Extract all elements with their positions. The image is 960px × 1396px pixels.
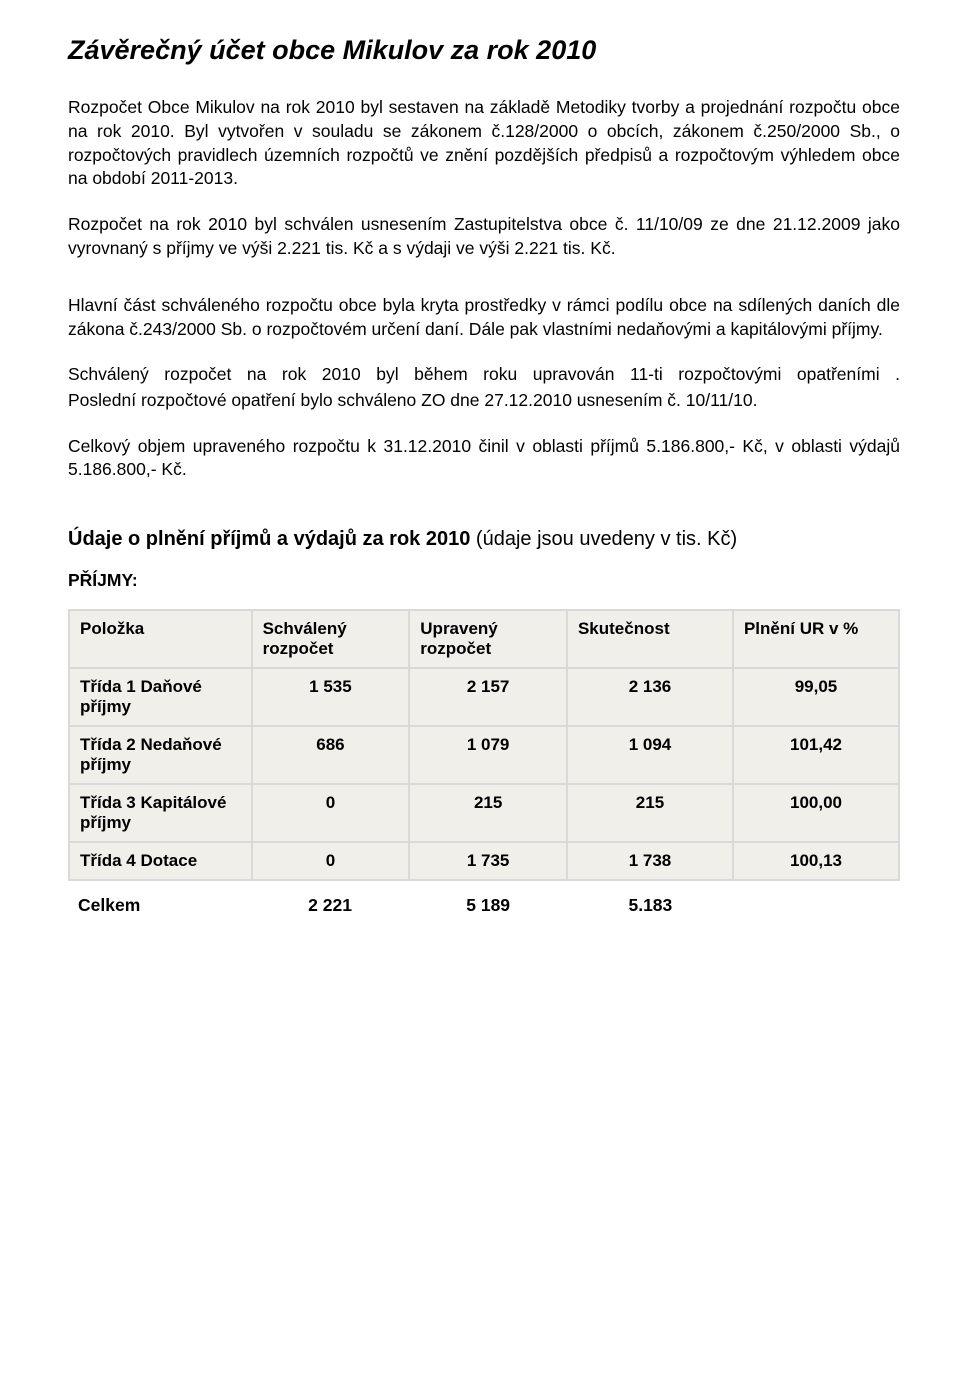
row-value: 2 157: [409, 668, 567, 726]
row-value: 0: [252, 784, 410, 842]
row-value: 1 079: [409, 726, 567, 784]
row-value: 99,05: [733, 668, 899, 726]
table-row: Třída 1 Daňové příjmy 1 535 2 157 2 136 …: [69, 668, 899, 726]
row-label: Třída 1 Daňové příjmy: [69, 668, 252, 726]
section-heading-bold: Údaje o plnění příjmů a výdajů za rok 20…: [68, 528, 470, 550]
row-value: 2 136: [567, 668, 733, 726]
total-row: Celkem 2 221 5 189 5.183: [68, 889, 900, 916]
row-value: 1 738: [567, 842, 733, 880]
th-schvaleny: Schválený rozpočet: [252, 610, 410, 668]
paragraph-1: Rozpočet Obce Mikulov na rok 2010 byl se…: [68, 96, 900, 191]
table-row: Třída 3 Kapitálové příjmy 0 215 215 100,…: [69, 784, 899, 842]
total-label: Celkem: [68, 895, 251, 916]
income-label: PŘÍJMY:: [68, 570, 900, 591]
total-value: 5.183: [567, 895, 733, 916]
row-value: 1 535: [252, 668, 410, 726]
income-table: Položka Schválený rozpočet Upravený rozp…: [68, 609, 900, 881]
row-value: 686: [252, 726, 410, 784]
row-value: 215: [567, 784, 733, 842]
row-value: 101,42: [733, 726, 899, 784]
table-row: Třída 2 Nedaňové příjmy 686 1 079 1 094 …: [69, 726, 899, 784]
paragraph-2: Rozpočet na rok 2010 byl schválen usnese…: [68, 213, 900, 260]
table-header-row: Položka Schválený rozpočet Upravený rozp…: [69, 610, 899, 668]
section-heading: Údaje o plnění příjmů a výdajů za rok 20…: [68, 526, 900, 552]
row-label: Třída 3 Kapitálové příjmy: [69, 784, 252, 842]
row-value: 1 094: [567, 726, 733, 784]
row-value: 1 735: [409, 842, 567, 880]
row-value: 215: [409, 784, 567, 842]
total-value: [734, 895, 900, 916]
table-row: Třída 4 Dotace 0 1 735 1 738 100,13: [69, 842, 899, 880]
row-label: Třída 4 Dotace: [69, 842, 252, 880]
row-value: 100,00: [733, 784, 899, 842]
paragraph-6: Celkový objem upraveného rozpočtu k 31.1…: [68, 435, 900, 482]
section-heading-rest: (údaje jsou uvedeny v tis. Kč): [470, 528, 737, 550]
row-value: 0: [252, 842, 410, 880]
page-title: Závěrečný účet obce Mikulov za rok 2010: [68, 34, 900, 66]
row-label: Třída 2 Nedaňové příjmy: [69, 726, 252, 784]
paragraph-5: Poslední rozpočtové opatření bylo schvál…: [68, 389, 900, 413]
th-polozka: Položka: [69, 610, 252, 668]
th-plneni: Plnění UR v %: [733, 610, 899, 668]
th-skutecnost: Skutečnost: [567, 610, 733, 668]
paragraph-4: Schválený rozpočet na rok 2010 byl během…: [68, 363, 900, 387]
total-value: 2 221: [251, 895, 409, 916]
paragraph-3: Hlavní část schváleného rozpočtu obce by…: [68, 294, 900, 341]
row-value: 100,13: [733, 842, 899, 880]
th-upraveny: Upravený rozpočet: [409, 610, 567, 668]
total-value: 5 189: [409, 895, 567, 916]
